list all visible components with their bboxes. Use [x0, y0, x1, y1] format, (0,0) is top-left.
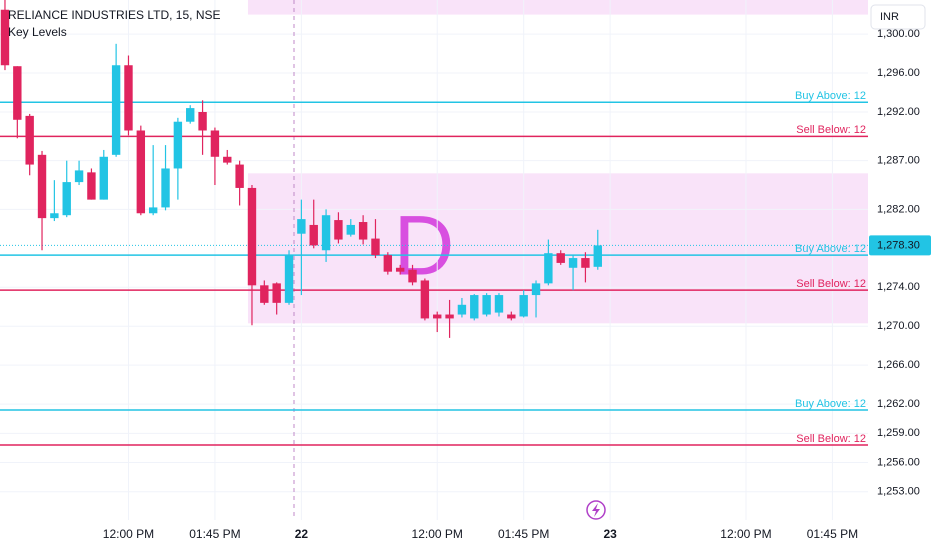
- y-tick-label: 1,287.00: [877, 155, 920, 167]
- candle-body: [111, 65, 121, 155]
- candle-body: [173, 121, 183, 169]
- zone: [247, 173, 869, 324]
- candle-body: [334, 220, 343, 240]
- y-tick-label: 1,266.00: [877, 359, 920, 371]
- candle-body: [581, 258, 590, 268]
- y-tick-label: 1,253.00: [877, 486, 920, 498]
- x-tick-label: 12:00 PM: [720, 527, 771, 541]
- candle-body: [13, 66, 22, 120]
- x-tick-label: 01:45 PM: [807, 527, 858, 541]
- candle-body: [0, 9, 10, 66]
- level-label: Sell Below: 12: [796, 433, 866, 445]
- candle-body: [383, 255, 393, 272]
- candle-body: [284, 255, 294, 303]
- chart-title: RELIANCE INDUSTRIES LTD, 15, NSE: [8, 8, 221, 22]
- y-tick-label: 1,256.00: [877, 456, 920, 468]
- zones: D: [247, 0, 869, 324]
- x-tick-label: 12:00 PM: [412, 527, 463, 541]
- candle-body: [235, 164, 244, 188]
- candle-body: [136, 130, 146, 214]
- level-label: Buy Above: 12: [795, 90, 866, 102]
- candle-body: [198, 111, 207, 131]
- candle-body: [309, 224, 318, 246]
- candle-body: [346, 224, 355, 235]
- candle-body: [272, 283, 281, 303]
- candle-body: [531, 283, 541, 296]
- candle-body: [519, 295, 528, 317]
- candle-body: [593, 245, 602, 267]
- candle-body: [260, 285, 269, 303]
- candle-body: [223, 156, 232, 163]
- candles: [0, 0, 602, 338]
- candle-body: [87, 172, 96, 200]
- candle-body: [556, 253, 565, 263]
- y-tick-label: 1,296.00: [877, 67, 920, 79]
- candle-body: [395, 267, 405, 272]
- candle-body: [420, 280, 430, 319]
- candle-body: [297, 219, 306, 234]
- candle-body: [186, 108, 195, 122]
- level-label: Sell Below: 12: [796, 278, 866, 290]
- x-tick-label: 01:45 PM: [498, 527, 549, 541]
- y-tick-label: 1,259.00: [877, 427, 920, 439]
- candle-body: [358, 222, 368, 240]
- candle-body: [445, 314, 454, 319]
- candle-body: [568, 258, 578, 268]
- x-tick-label: 01:45 PM: [189, 527, 240, 541]
- candle-body: [210, 130, 220, 157]
- candle-body: [99, 156, 108, 200]
- price-axis: 1,300.00 1,296.00 1,292.00 1,287.00 1,282.00…: [869, 28, 931, 498]
- levels: Buy Above: 12 Sell Below: 12 Buy Above: 12…: [0, 90, 868, 446]
- candle-body: [25, 115, 34, 165]
- x-tick-label: 22: [295, 527, 309, 541]
- indicator-name: Key Levels: [8, 25, 67, 39]
- candle-body: [507, 314, 516, 319]
- y-tick-label: 1,262.00: [877, 398, 920, 410]
- candle-body: [457, 304, 467, 315]
- candle-body: [482, 295, 491, 315]
- candle-body: [371, 238, 380, 256]
- y-tick-label: 1,274.00: [877, 281, 920, 293]
- candle-body: [37, 154, 47, 219]
- candle-body: [494, 295, 504, 313]
- candle-body: [321, 215, 331, 251]
- zone: [247, 0, 869, 15]
- y-tick-label: 1,282.00: [877, 203, 920, 215]
- candle-body: [161, 168, 170, 208]
- y-tick-label: 1,270.00: [877, 320, 920, 332]
- currency-button[interactable]: [870, 4, 926, 30]
- y-tick-label: 1,300.00: [877, 28, 920, 40]
- candle-body: [50, 213, 59, 219]
- level-label: Buy Above: 12: [795, 398, 866, 410]
- x-tick-label: 12:00 PM: [103, 527, 154, 541]
- level-label: Buy Above: 12: [795, 243, 866, 255]
- candle-body: [433, 314, 442, 319]
- candle-body: [148, 207, 158, 214]
- candle-body: [62, 182, 71, 216]
- y-tick-label: 1,292.00: [877, 106, 920, 118]
- candle-body: [408, 269, 417, 283]
- candle-body: [74, 170, 84, 183]
- candle-body: [544, 253, 553, 284]
- candle-body: [470, 295, 479, 319]
- lightning: [592, 503, 600, 517]
- currency-label[interactable]: INR: [880, 11, 899, 23]
- candle-body: [124, 65, 133, 131]
- last-price-label: 1,278.30: [877, 239, 920, 251]
- level-label: Sell Below: 12: [796, 124, 866, 136]
- x-tick-label: 23: [603, 527, 617, 541]
- candle-body: [247, 187, 257, 286]
- last-price-box: [869, 235, 931, 256]
